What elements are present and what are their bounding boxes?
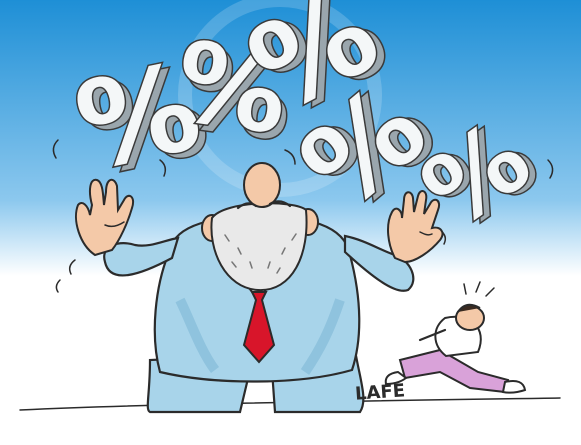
motion-marks	[52, 139, 554, 293]
suit-shading-2	[300, 298, 345, 375]
svg-text:%: %	[65, 37, 212, 198]
svg-text:%: %	[168, 17, 295, 159]
running-man	[384, 281, 527, 394]
runner-motion	[463, 281, 495, 297]
man-nose	[243, 162, 281, 208]
man-eyebrows	[236, 200, 292, 210]
beard-texture	[224, 233, 297, 274]
man-left-hand	[75, 178, 134, 257]
artist-signature: LAFE	[354, 380, 405, 404]
runner-shoe-back	[501, 380, 527, 394]
percent-sign-2: % %	[167, 15, 302, 167]
suit-shading	[175, 297, 220, 373]
percent-sign-1: % %	[64, 36, 221, 205]
runner-arm	[418, 328, 447, 342]
svg-text:%: %	[173, 24, 300, 166]
runner-shoe-front	[384, 370, 408, 386]
man-right-hand	[387, 190, 444, 264]
svg-text:%: %	[72, 42, 219, 203]
man-right-arm	[343, 234, 415, 292]
man-tie	[242, 291, 276, 364]
bearded-man	[75, 162, 444, 414]
runner-hair	[457, 303, 481, 313]
